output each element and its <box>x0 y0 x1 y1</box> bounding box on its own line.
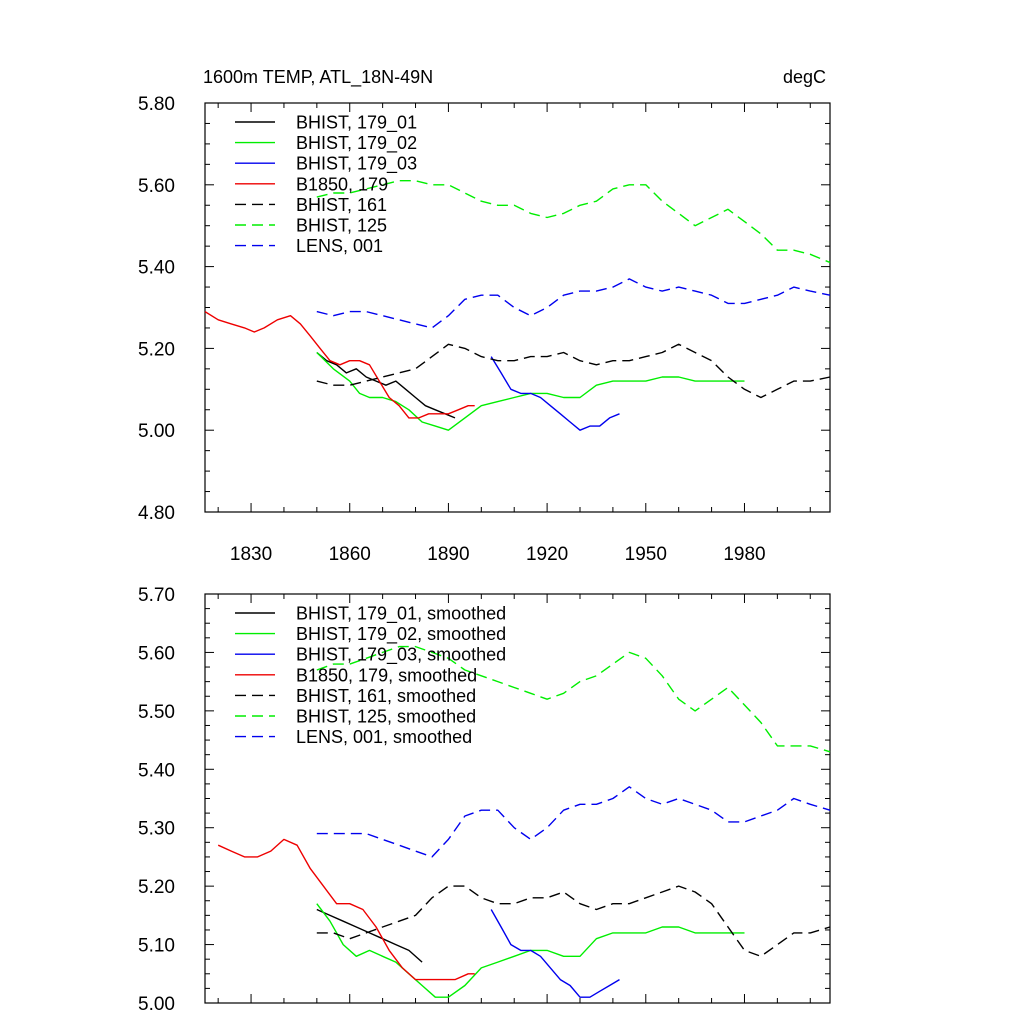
series-line-2 <box>316 352 745 431</box>
y-tick-label: 5.00 <box>138 421 175 442</box>
y-tick-label: 5.60 <box>138 176 175 197</box>
legend-label: LENS, 001, smoothed <box>296 727 472 747</box>
y-tick-label: 5.70 <box>138 585 175 606</box>
legend-label: BHIST, 179_02, smoothed <box>296 624 506 645</box>
legend-label: BHIST, 179_03 <box>296 154 417 175</box>
y-tick-label: 5.20 <box>138 877 175 898</box>
legend-label: BHIST, 125 <box>296 216 387 236</box>
series-line-2 <box>316 903 745 998</box>
series-line-3 <box>490 909 620 998</box>
chart-title: 1600m TEMP, ATL_18N-49N <box>203 67 433 88</box>
legend-label: BHIST, 179_02 <box>296 133 417 154</box>
legend-label: BHIST, 161 <box>296 195 387 215</box>
x-tick-label: 1920 <box>526 544 568 565</box>
series-line-6 <box>316 179 831 264</box>
x-tick-label: 1890 <box>427 544 469 565</box>
y-tick-label: 5.20 <box>138 339 175 360</box>
y-tick-label: 5.10 <box>138 936 175 957</box>
legend-label: BHIST, 179_01, smoothed <box>296 604 506 625</box>
series-line-1 <box>316 908 423 963</box>
legend-label: LENS, 001 <box>296 236 383 256</box>
series-line-5 <box>316 885 831 957</box>
legend-label: BHIST, 179_01 <box>296 113 417 134</box>
top-panel: 1600m TEMP, ATL_18N-49N degC 4.80 5.00 5.20 5… <box>138 67 831 565</box>
y-tick-label: 5.60 <box>138 643 175 664</box>
series-line-4 <box>217 838 475 981</box>
legend-label: B1850, 179, smoothed <box>296 665 477 685</box>
legend-label: BHIST, 161, smoothed <box>296 686 476 706</box>
x-tick-label: 1950 <box>625 544 667 565</box>
legend-label: BHIST, 179_03, smoothed <box>296 645 506 666</box>
series-line-4 <box>204 311 475 419</box>
series-line-7 <box>316 786 831 858</box>
series-line-7 <box>316 278 831 329</box>
y-tick-label: 5.30 <box>138 819 175 840</box>
series-line-6 <box>316 645 831 753</box>
y-tick-label: 4.80 <box>138 503 175 524</box>
x-tick-label: 1980 <box>723 544 765 565</box>
legend-label: B1850, 179 <box>296 174 388 194</box>
bottom-panel: 5.00 5.10 5.20 5.30 5.40 5.50 5.60 5.70 BHIST, 1… <box>138 585 831 1015</box>
series-line-5 <box>316 343 831 399</box>
x-tick-label: 1830 <box>230 544 272 565</box>
y-tick-label: 5.40 <box>138 258 175 279</box>
y-tick-label: 5.40 <box>138 760 175 781</box>
y-tick-label: 5.50 <box>138 702 175 723</box>
series-line-3 <box>490 356 620 431</box>
series-line-1 <box>316 351 456 419</box>
units-label: degC <box>783 67 826 87</box>
legend-label: BHIST, 125, smoothed <box>296 707 476 727</box>
x-tick-label: 1860 <box>329 544 371 565</box>
y-tick-label: 5.80 <box>138 94 175 115</box>
y-tick-label: 5.00 <box>138 994 175 1015</box>
